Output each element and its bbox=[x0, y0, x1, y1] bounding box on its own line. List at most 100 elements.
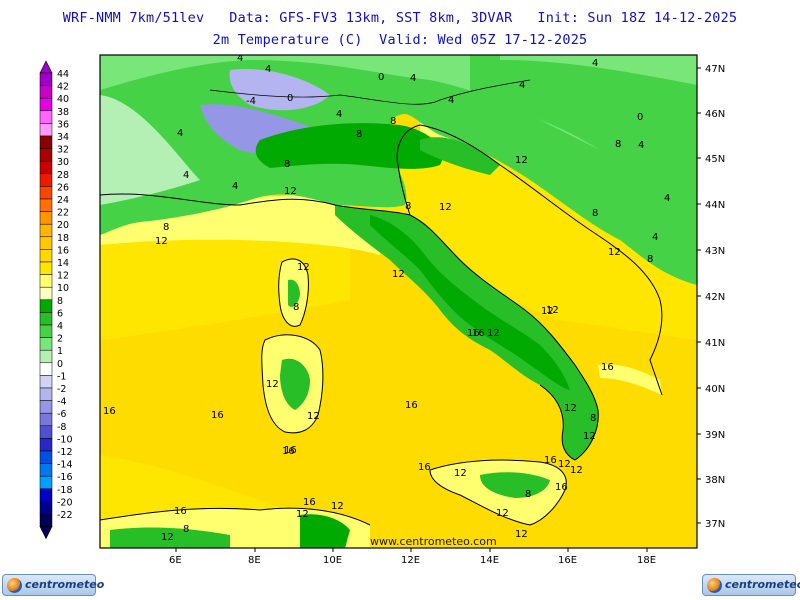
contour-label: 8 bbox=[592, 208, 598, 219]
colorbar-swatch bbox=[39, 438, 53, 452]
coast-sicily bbox=[429, 459, 567, 526]
contour-label: 12 bbox=[392, 269, 405, 280]
colorbar-label: -4 bbox=[57, 397, 66, 408]
logo-text: centrometeo bbox=[25, 578, 105, 591]
contour-label: 8 bbox=[525, 489, 531, 500]
lon-axis: 6E 8E 10E 12E 14E 16E 18E bbox=[169, 548, 656, 566]
header-title-field: 2m Temperature (C) Valid: Wed 05Z 17-12-… bbox=[212, 32, 588, 48]
colorbar-label: -20 bbox=[57, 497, 73, 508]
contour-label: 12 bbox=[454, 468, 467, 479]
contour-label: 12 bbox=[284, 186, 297, 197]
colorbar-swatch bbox=[39, 249, 53, 263]
contour-label: 16 bbox=[174, 506, 187, 517]
colorbar-swatch bbox=[39, 337, 53, 351]
po-valley-green bbox=[255, 123, 443, 169]
contour-label: 16 bbox=[467, 328, 480, 339]
contour-label: 12 bbox=[564, 403, 577, 414]
centrometeo-logo-left[interactable]: centrometeo bbox=[2, 574, 104, 596]
contour-label: 4 bbox=[183, 170, 189, 181]
colorbar-label: 1 bbox=[57, 346, 63, 357]
coastlines bbox=[100, 79, 663, 526]
contour-label: 4 bbox=[410, 73, 416, 84]
contour-label: 4 bbox=[664, 193, 670, 204]
colorbar-label: 26 bbox=[57, 182, 69, 193]
colorbar-label: 2 bbox=[57, 334, 63, 345]
colorbar-label: 38 bbox=[57, 107, 69, 118]
salento bbox=[598, 364, 662, 395]
sardinia-mountains bbox=[280, 358, 310, 410]
contour-label: 8 bbox=[615, 139, 621, 150]
lat-label: 41N bbox=[705, 338, 725, 349]
lat-label: 38N bbox=[705, 475, 725, 486]
colorbar-swatch bbox=[39, 387, 53, 401]
lon-label: 12E bbox=[401, 555, 420, 566]
centrometeo-logo-right[interactable]: centrometeo bbox=[702, 574, 800, 596]
colorbar-swatch bbox=[39, 312, 53, 326]
contour-label: 8 bbox=[590, 413, 596, 424]
colorbar-swatch bbox=[39, 299, 53, 313]
colorbar-label: -1 bbox=[57, 371, 66, 382]
colorbar-swatch bbox=[39, 501, 53, 515]
contour-label: 12 bbox=[155, 236, 168, 247]
contour-label: 0 bbox=[287, 93, 293, 104]
lon-label: 18E bbox=[637, 555, 656, 566]
lat-label: 40N bbox=[705, 384, 725, 395]
contour-label: 12 bbox=[307, 411, 320, 422]
logo-text: centrometeo bbox=[725, 578, 800, 591]
colorbar-swatch bbox=[39, 261, 53, 275]
north-africa-green bbox=[110, 527, 230, 548]
contour-label: 16 bbox=[103, 406, 116, 417]
lon-label: 10E bbox=[323, 555, 342, 566]
globe-icon bbox=[707, 578, 722, 593]
contour-label: 8 bbox=[284, 159, 290, 170]
veneto-green bbox=[420, 137, 500, 175]
lon-label: 14E bbox=[480, 555, 499, 566]
lon-label: 8E bbox=[248, 555, 261, 566]
coast-sardinia bbox=[261, 334, 324, 434]
colorbar-arrow-bottom bbox=[39, 526, 53, 540]
colorbar-label: 24 bbox=[57, 195, 69, 206]
land-palegreen-west bbox=[100, 95, 200, 205]
colorbar-label: -12 bbox=[57, 447, 73, 458]
colorbar-label: -14 bbox=[57, 460, 73, 471]
colorbar-label: 40 bbox=[57, 94, 69, 105]
colorbar-arrow-top bbox=[39, 60, 53, 74]
colorbar-label: -6 bbox=[57, 409, 66, 420]
colorbar-swatch bbox=[39, 400, 53, 414]
colorbar-label: 10 bbox=[57, 283, 69, 294]
lat-label: 45N bbox=[705, 154, 725, 165]
colorbar-label: -16 bbox=[57, 472, 73, 483]
contour-label: 16 bbox=[303, 497, 316, 508]
header-title-model: WRF-NMM 7km/51lev Data: GFS-FV3 13km, SS… bbox=[62, 10, 738, 26]
lat-label: 46N bbox=[705, 109, 725, 120]
contour-label: 12 bbox=[558, 459, 571, 470]
colorbar-label: 12 bbox=[57, 271, 69, 282]
colorbar-swatch bbox=[39, 135, 53, 149]
colorbar-swatch bbox=[39, 475, 53, 490]
contour-label: 16 bbox=[472, 328, 485, 339]
contour-label: 4 bbox=[237, 53, 243, 64]
contour-label: 8 bbox=[293, 302, 299, 313]
contour-label: 16 bbox=[284, 445, 297, 456]
colorbar-label: 14 bbox=[57, 258, 69, 269]
contour-label: 4 bbox=[652, 232, 658, 243]
contour-label: 16 bbox=[211, 410, 224, 421]
contour-label: 4 bbox=[232, 181, 238, 192]
colorbar-swatch bbox=[39, 97, 53, 112]
colorbar-label: -22 bbox=[57, 510, 73, 521]
coast-africa bbox=[100, 507, 371, 526]
map-frame bbox=[99, 54, 698, 549]
colorbar-label: 36 bbox=[57, 119, 69, 130]
colorbar-swatch bbox=[39, 110, 53, 124]
contour-label: 4 bbox=[592, 58, 598, 69]
balkans-lightgreen bbox=[500, 55, 697, 85]
colorbar-swatch bbox=[39, 362, 53, 376]
lat-label: 44N bbox=[705, 200, 725, 211]
colorbar-swatch bbox=[39, 425, 53, 439]
colorbar-swatch bbox=[39, 72, 53, 86]
colorbar-swatch bbox=[39, 412, 53, 427]
contour-label: -4 bbox=[246, 96, 256, 107]
contour-label: 12 bbox=[487, 328, 500, 339]
tunisia-green bbox=[300, 514, 350, 548]
lat-label: 39N bbox=[705, 430, 725, 441]
